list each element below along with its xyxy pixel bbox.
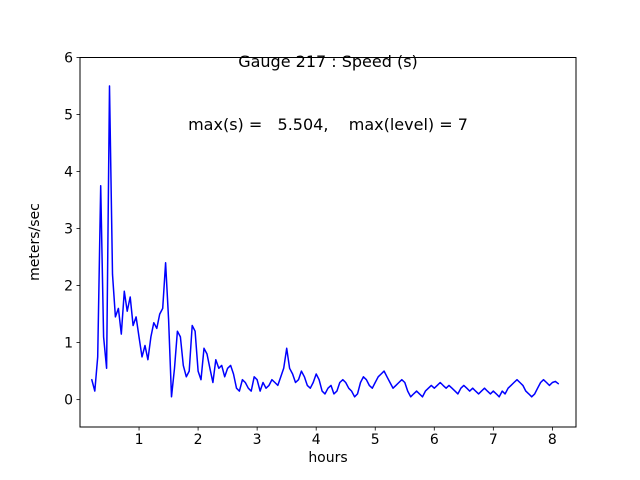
x-axis-label: hours [308,450,348,466]
chart-title: Gauge 217 : Speed (s) max(s) = 5.504, ma… [80,9,576,156]
y-tick-label: 6 [64,51,73,67]
y-tick-label: 4 [64,165,73,181]
x-tick-label: 1 [135,432,144,448]
y-axis-ticks: 0 1 2 3 4 5 6 [64,51,80,409]
x-tick-label: 8 [548,432,557,448]
y-tick-label: 1 [64,336,73,352]
chart-title-line2: max(s) = 5.504, max(level) = 7 [188,115,468,134]
x-axis-ticks: 1 2 3 4 5 6 7 8 [135,427,557,448]
plot-frame [79,57,577,428]
plot-lines [91,85,560,398]
y-tick-label: 3 [64,222,73,238]
x-tick-label: 7 [489,432,498,448]
y-tick-label: 0 [64,393,73,409]
x-tick-label: 3 [253,432,262,448]
x-tick-label: 6 [430,432,439,448]
y-tick-label: 5 [64,108,73,124]
y-tick-label: 2 [64,279,73,295]
x-tick-label: 2 [194,432,203,448]
speed-line [91,85,560,398]
x-tick-label: 4 [312,432,321,448]
x-tick-label: 5 [371,432,380,448]
chart-title-line1: Gauge 217 : Speed (s) [238,52,418,71]
